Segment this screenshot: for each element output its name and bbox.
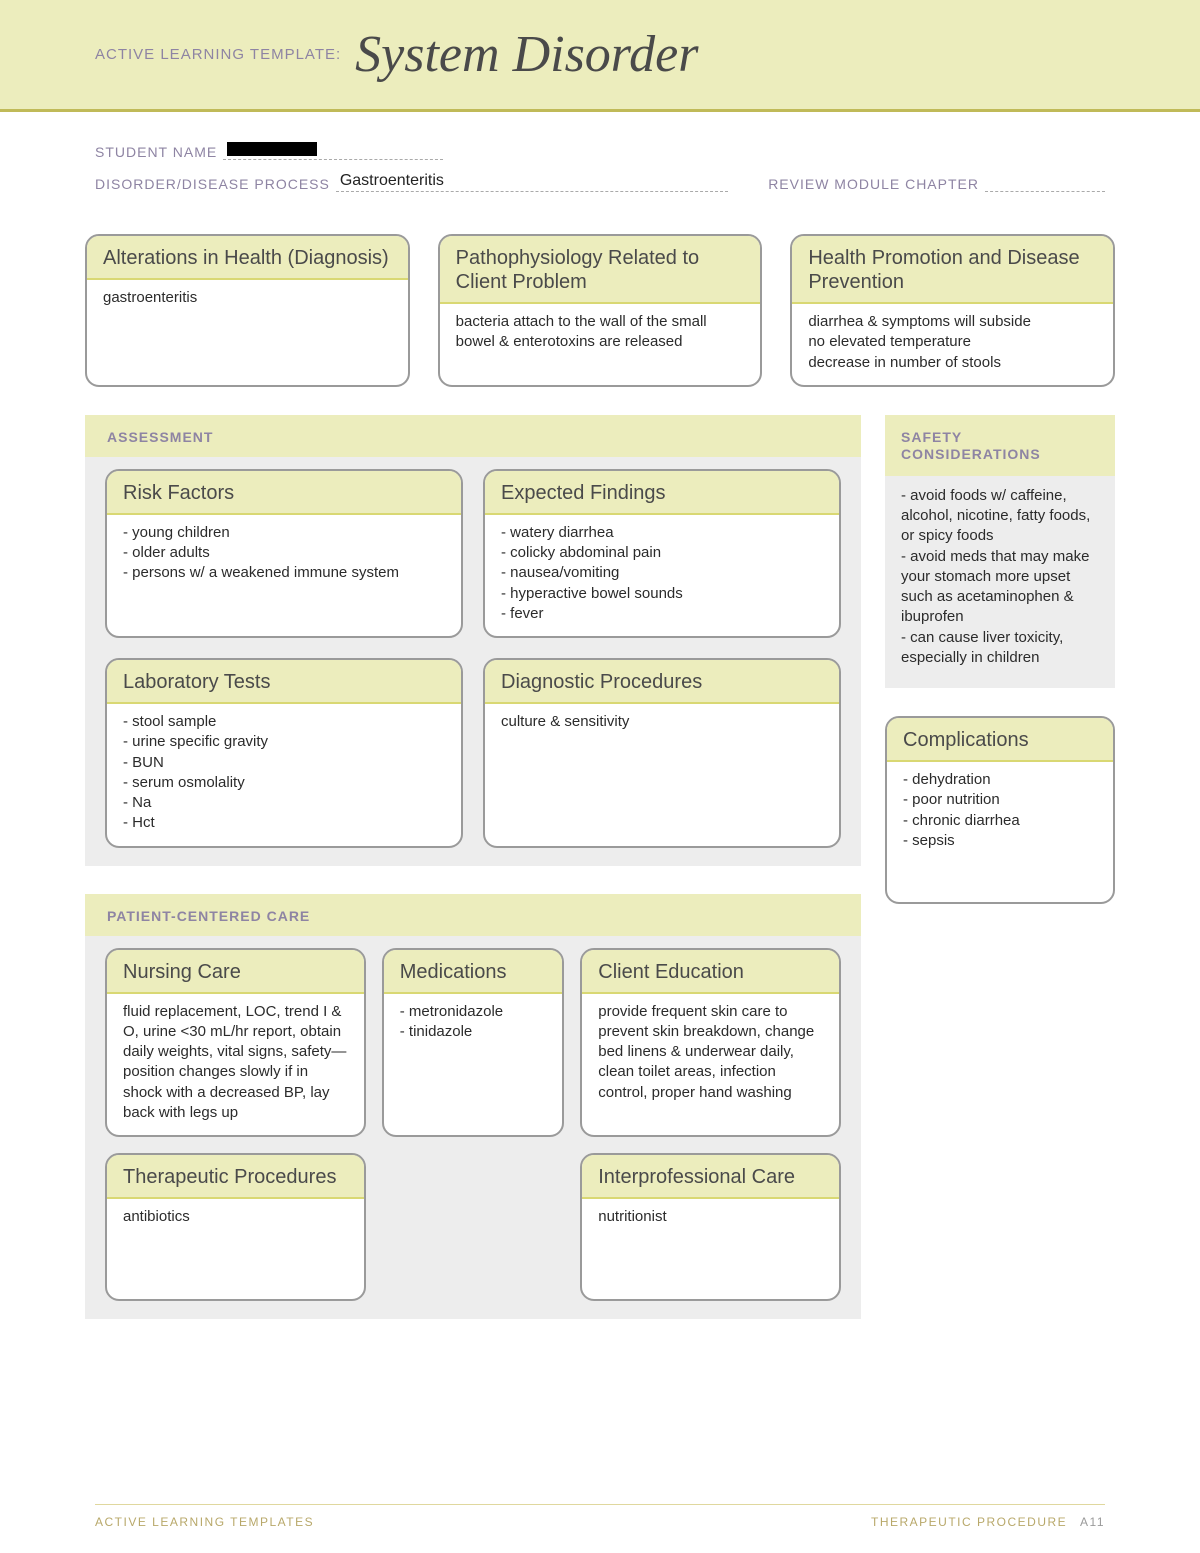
card-title: Alterations in Health (Diagnosis) [87, 236, 408, 280]
card-title: Pathophysiology Related to Client Proble… [440, 236, 761, 304]
card-title: Expected Findings [485, 471, 839, 515]
footer-right: THERAPEUTIC PROCEDURE A11 [871, 1515, 1105, 1529]
card-title: Complications [887, 718, 1113, 762]
card-body: nutritionist [582, 1199, 839, 1299]
student-name-label: STUDENT NAME [95, 144, 217, 160]
student-name-value [223, 140, 443, 160]
disorder-label: DISORDER/DISEASE PROCESS [95, 176, 330, 192]
main-column: ASSESSMENT Risk Factors - young children… [85, 415, 861, 1347]
lower-columns: ASSESSMENT Risk Factors - young children… [85, 415, 1115, 1347]
banner-title: System Disorder [355, 25, 698, 84]
card-body: provide frequent skin care to prevent sk… [582, 994, 839, 1115]
card-diagnostic-procedures: Diagnostic Procedures culture & sensitiv… [483, 658, 841, 848]
top-row: Alterations in Health (Diagnosis) gastro… [85, 234, 1115, 387]
card-title: Laboratory Tests [107, 660, 461, 704]
card-body: - metronidazole- tinidazole [384, 994, 563, 1114]
banner-label: ACTIVE LEARNING TEMPLATE: [95, 46, 341, 63]
redacted-name [227, 142, 317, 156]
card-expected-findings: Expected Findings - watery diarrhea- col… [483, 469, 841, 638]
card-title: Health Promotion and Disease Prevention [792, 236, 1113, 304]
card-complications: Complications - dehydration- poor nutrit… [885, 716, 1115, 904]
card-title: Risk Factors [107, 471, 461, 515]
card-title: Medications [384, 950, 563, 994]
card-medications: Medications - metronidazole- tinidazole [382, 948, 565, 1138]
card-nursing-care: Nursing Care fluid replacement, LOC, tre… [105, 948, 366, 1138]
card-body: fluid replacement, LOC, trend I & O, uri… [107, 994, 364, 1136]
safety-heading: SAFETY CONSIDERATIONS [885, 415, 1115, 476]
chapter-value [985, 190, 1105, 192]
card-risk-factors: Risk Factors - young children- older adu… [105, 469, 463, 638]
card-pathophysiology: Pathophysiology Related to Client Proble… [438, 234, 763, 387]
side-column: SAFETY CONSIDERATIONS - avoid foods w/ c… [885, 415, 1115, 1347]
page-number: A11 [1080, 1515, 1105, 1529]
card-title: Nursing Care [107, 950, 364, 994]
banner: ACTIVE LEARNING TEMPLATE: System Disorde… [0, 0, 1200, 112]
card-title: Client Education [582, 950, 839, 994]
footer: ACTIVE LEARNING TEMPLATES THERAPEUTIC PR… [95, 1504, 1105, 1529]
card-interprofessional-care: Interprofessional Care nutritionist [580, 1153, 841, 1301]
chapter-label: REVIEW MODULE CHAPTER [768, 176, 979, 192]
safety-body: - avoid foods w/ caffeine, alcohol, nico… [885, 476, 1115, 672]
safety-block: SAFETY CONSIDERATIONS - avoid foods w/ c… [885, 415, 1115, 688]
card-body: diarrhea & symptoms will subsideno eleva… [792, 304, 1113, 385]
footer-left: ACTIVE LEARNING TEMPLATES [95, 1515, 314, 1529]
card-body: culture & sensitivity [485, 704, 839, 804]
card-health-promotion: Health Promotion and Disease Prevention … [790, 234, 1115, 387]
card-body: antibiotics [107, 1199, 364, 1299]
card-client-education: Client Education provide frequent skin c… [580, 948, 841, 1138]
pcc-section: PATIENT-CENTERED CARE Nursing Care fluid… [85, 894, 861, 1320]
content: Alterations in Health (Diagnosis) gastro… [0, 214, 1200, 1347]
section-heading: PATIENT-CENTERED CARE [85, 894, 861, 936]
card-body: - watery diarrhea- colicky abdominal pai… [485, 515, 839, 636]
card-body: gastroenteritis [87, 280, 408, 320]
card-lab-tests: Laboratory Tests - stool sample- urine s… [105, 658, 463, 848]
card-title: Therapeutic Procedures [107, 1155, 364, 1199]
card-body: bacteria attach to the wall of the small… [440, 304, 761, 365]
card-therapeutic-procedures: Therapeutic Procedures antibiotics [105, 1153, 366, 1301]
assessment-section: ASSESSMENT Risk Factors - young children… [85, 415, 861, 866]
page: ACTIVE LEARNING TEMPLATE: System Disorde… [0, 0, 1200, 1553]
meta-block: STUDENT NAME DISORDER/DISEASE PROCESS Ga… [0, 112, 1200, 214]
section-heading: ASSESSMENT [85, 415, 861, 457]
card-body: - dehydration- poor nutrition- chronic d… [887, 762, 1113, 902]
card-title: Diagnostic Procedures [485, 660, 839, 704]
card-title: Interprofessional Care [582, 1155, 839, 1199]
card-alterations: Alterations in Health (Diagnosis) gastro… [85, 234, 410, 387]
card-body: - stool sample- urine specific gravity- … [107, 704, 461, 846]
card-body: - young children- older adults- persons … [107, 515, 461, 615]
disorder-value: Gastroenteritis [336, 172, 728, 192]
